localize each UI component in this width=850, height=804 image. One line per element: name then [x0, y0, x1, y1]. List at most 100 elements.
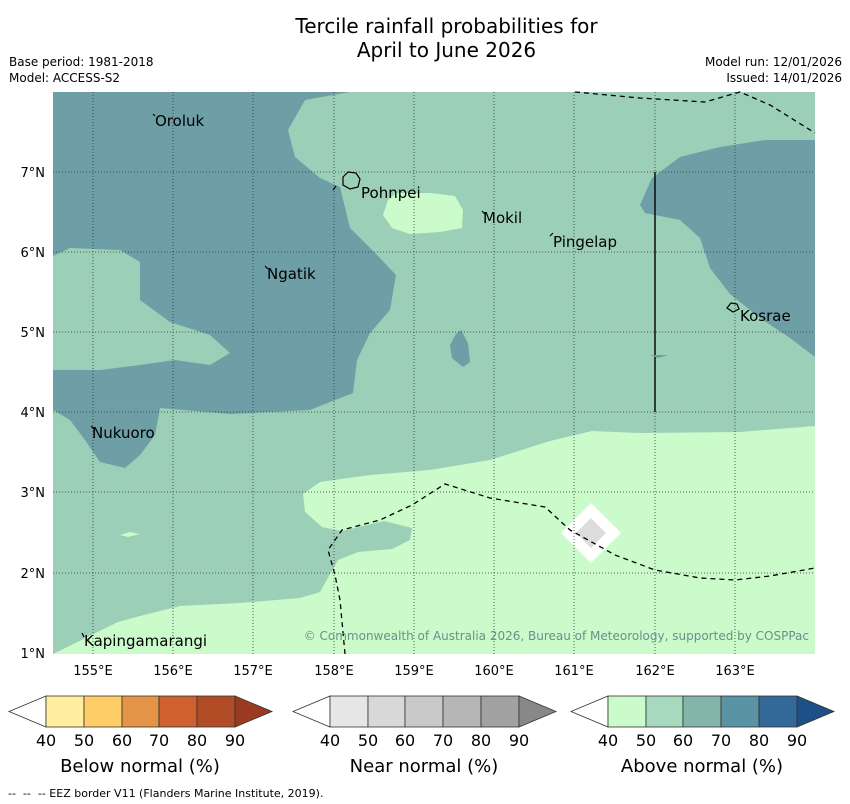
legend-swatch	[45, 695, 85, 728]
legend-tick: 40	[320, 731, 340, 750]
place-label-kosrae: Kosrae	[740, 307, 791, 325]
legend-swatch	[720, 695, 760, 728]
lon-label: 162°E	[635, 664, 675, 679]
latitude-labels: 7°N 6°N 5°N 4°N 3°N 2°N 1°N	[21, 166, 46, 662]
legend-swatch	[758, 695, 798, 728]
legend-swatch	[518, 695, 558, 728]
legend-below-ticks: 40 50 60 70 80 90	[36, 731, 245, 750]
place-label-nukuoro: Nukuoro	[92, 424, 155, 442]
legend-above-normal	[569, 695, 836, 728]
lon-label: 161°E	[554, 664, 594, 679]
legend-swatch	[404, 695, 444, 728]
pingelap-atoll-icon	[549, 232, 554, 237]
legend-below-normal	[7, 695, 274, 728]
lat-label: 5°N	[21, 326, 46, 341]
model-run: Model run: 12/01/2026	[704, 55, 842, 69]
lon-label: 160°E	[474, 664, 514, 679]
above-70-upper-region	[53, 92, 396, 414]
legend-tick: 40	[36, 731, 56, 750]
above-70-nukuoro-patch	[53, 400, 160, 468]
legend-tick: 70	[149, 731, 169, 750]
mokil-atoll-icon	[481, 210, 486, 215]
legend-swatch	[796, 695, 836, 728]
title-line-1: Tercile rainfall probabilities for	[295, 14, 598, 38]
legend-tick: 60	[673, 731, 693, 750]
place-label-ngatik: Ngatik	[267, 265, 316, 283]
legend-tick: 50	[636, 731, 656, 750]
lat-label: 4°N	[21, 406, 46, 421]
legend-swatch	[158, 695, 198, 728]
legend-near-ticks: 40 50 60 70 80 90	[320, 731, 529, 750]
longitude-labels: 155°E 156°E 157°E 158°E 159°E 160°E 161°…	[73, 664, 755, 679]
legend-tick: 90	[225, 731, 245, 750]
legend-swatch	[367, 695, 406, 728]
legend-above-ticks: 40 50 60 70 80 90	[598, 731, 807, 750]
lon-label: 159°E	[394, 664, 434, 679]
place-labels: Oroluk Pohnpei Mokil Pingelap Ngatik Kos…	[84, 112, 791, 650]
legend-title-above: Above normal (%)	[621, 756, 783, 777]
lon-label: 158°E	[314, 664, 354, 679]
legend-tick: 70	[433, 731, 453, 750]
legend-near-normal	[291, 695, 558, 728]
place-label-oroluk: Oroluk	[155, 112, 204, 130]
place-label-mokil: Mokil	[483, 209, 522, 227]
legend-swatch	[83, 695, 123, 728]
legend-swatch	[442, 695, 482, 728]
place-label-pingelap: Pingelap	[553, 233, 617, 251]
oroluk-atoll-icon	[152, 113, 156, 117]
legend-tick: 90	[509, 731, 529, 750]
legend-swatch	[121, 695, 160, 728]
legend-tick: 50	[74, 731, 94, 750]
eez-footnote: -- -- -- EEZ border V11 (Flanders Marine…	[8, 787, 323, 800]
nukuoro-atoll-icon	[90, 425, 95, 430]
legend-swatch	[682, 695, 722, 728]
copyright-notice: © Commonwealth of Australia 2026, Bureau…	[304, 629, 809, 643]
above-50-mokil-region	[383, 193, 463, 234]
above-70-oroluk-patch	[53, 126, 66, 136]
above-70-east-region	[640, 140, 815, 357]
legend-title-near: Near normal (%)	[350, 756, 499, 777]
lon-label: 155°E	[73, 664, 113, 679]
legend-swatch	[569, 695, 609, 728]
legend-swatch	[607, 695, 647, 728]
lat-label: 1°N	[21, 647, 46, 662]
lat-label: 6°N	[21, 246, 46, 261]
place-label-kapingamarangi: Kapingamarangi	[84, 632, 207, 650]
title-line-2: April to June 2026	[356, 38, 537, 62]
legend-tick: 60	[395, 731, 415, 750]
legend-tick: 70	[711, 731, 731, 750]
above-50-left-sliver	[120, 532, 140, 537]
ngatik-atoll-icon	[264, 265, 269, 270]
lat-label: 3°N	[21, 486, 46, 501]
legend-swatch	[329, 695, 369, 728]
near-normal-diamond	[576, 518, 606, 548]
model-name: Model: ACCESS-S2	[9, 71, 121, 85]
legend-tick: 50	[358, 731, 378, 750]
kapingamarangi-atoll-icon	[81, 632, 85, 638]
above-70-dot-patch	[246, 210, 257, 228]
lat-label: 7°N	[21, 166, 46, 181]
lon-label: 157°E	[233, 664, 273, 679]
legend-tick: 90	[787, 731, 807, 750]
kosrae-island-icon	[726, 302, 740, 313]
legend-tick: 80	[187, 731, 207, 750]
graticule	[53, 92, 815, 654]
probability-fields	[53, 92, 815, 654]
legend-tick: 60	[112, 731, 132, 750]
lat-label: 2°N	[21, 567, 46, 582]
legend-swatch	[291, 695, 331, 728]
place-label-pohnpei: Pohnpei	[361, 184, 421, 202]
eez-borders	[327, 91, 816, 655]
legend-tick: 80	[749, 731, 769, 750]
legend-tick: 40	[598, 731, 618, 750]
above-70-tick-mark	[650, 355, 668, 358]
legend-swatch	[7, 695, 47, 728]
islands	[81, 113, 740, 638]
lon-label: 163°E	[715, 664, 755, 679]
legend-swatch	[234, 695, 274, 728]
lon-label: 156°E	[153, 664, 193, 679]
above-70-small-patch	[450, 330, 470, 367]
legend-title-below: Below normal (%)	[60, 756, 220, 777]
legend-tick: 80	[471, 731, 491, 750]
